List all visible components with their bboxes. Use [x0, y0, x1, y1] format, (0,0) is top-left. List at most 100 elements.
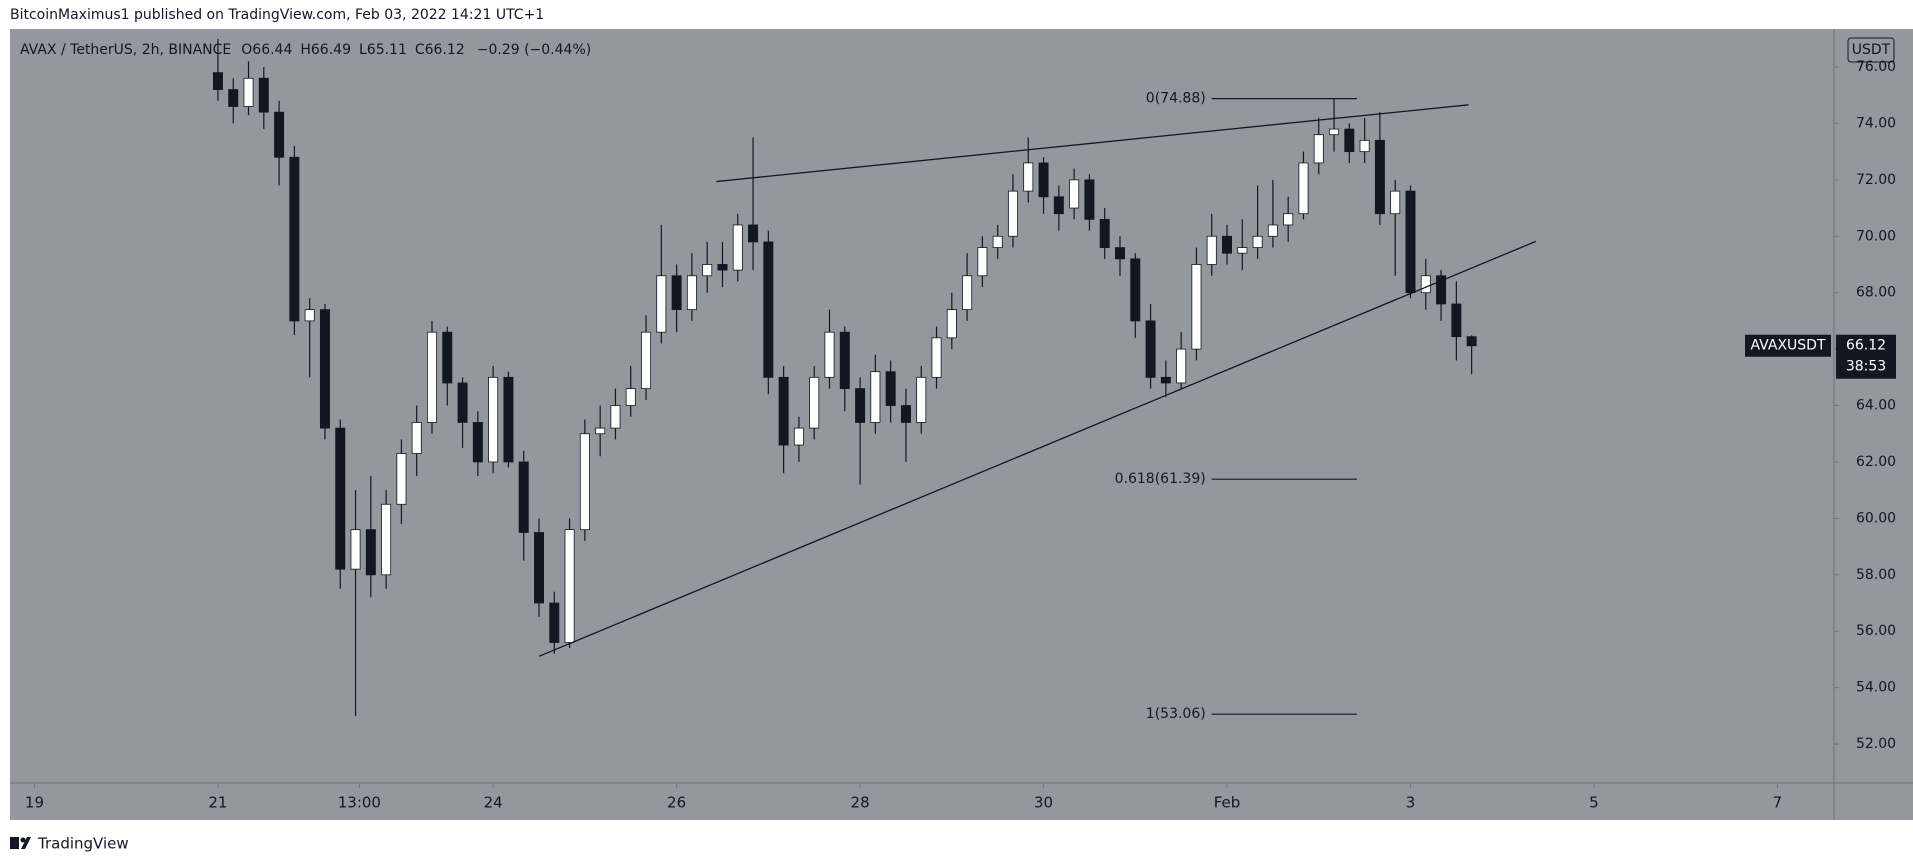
candle-body: [748, 224, 759, 243]
candle-body: [1038, 162, 1049, 198]
candle-body: [656, 275, 667, 333]
candle-body: [885, 371, 896, 406]
candle-body: [732, 224, 743, 271]
x-tick-label: 21: [208, 794, 227, 812]
candle-body: [1436, 275, 1447, 305]
candle-body: [1023, 162, 1034, 192]
candle-body: [1374, 139, 1385, 215]
x-tick-label: 28: [851, 794, 870, 812]
logo-bar: [10, 837, 19, 849]
candle-body: [977, 247, 988, 277]
y-tick-label: 72.00: [1856, 172, 1896, 188]
candle-body: [1267, 224, 1278, 237]
candle-body: [564, 529, 575, 643]
candle-body: [595, 427, 606, 435]
candle-body: [212, 72, 223, 90]
candle-body: [1252, 235, 1263, 248]
candle-body: [1145, 320, 1156, 378]
fib-label: 0.618(61.39): [1115, 471, 1206, 487]
y-tick-label: 58.00: [1856, 567, 1896, 583]
candle-body: [304, 309, 315, 322]
candle-body: [1344, 128, 1355, 153]
candle-body: [442, 331, 453, 384]
ohlc-value: H66.49: [300, 42, 351, 58]
price-tag: [1836, 334, 1896, 379]
candle-body: [243, 77, 254, 107]
candle-body: [809, 376, 820, 429]
candle-body: [641, 331, 652, 390]
x-tick-label: Feb: [1214, 794, 1241, 812]
y-tick-label: 70.00: [1856, 228, 1896, 244]
x-tick-label: 26: [667, 794, 686, 812]
candle-body: [1466, 336, 1477, 347]
candle-body: [228, 89, 239, 107]
candle-body: [381, 503, 392, 576]
candle-body: [717, 264, 728, 271]
candle-body: [671, 275, 682, 311]
countdown: 38:53: [1846, 359, 1886, 375]
candle-body: [702, 264, 713, 277]
chart-panel: [10, 29, 1913, 820]
candle-body: [350, 529, 361, 570]
fib-label: 0(74.88): [1146, 91, 1206, 107]
candle-body: [1160, 376, 1171, 384]
y-tick-label: 52.00: [1856, 736, 1896, 752]
candle-body: [1390, 190, 1401, 215]
candle-body: [319, 309, 330, 429]
candle-body: [1007, 190, 1018, 237]
candle-body: [289, 156, 300, 322]
candle-body: [870, 371, 881, 423]
candle-body: [625, 388, 636, 406]
candle-body: [931, 337, 942, 378]
x-tick-label: 3: [1406, 794, 1416, 812]
candle-body: [962, 275, 973, 311]
candle-body: [274, 111, 285, 158]
ohlc-value: C66.12: [415, 42, 465, 58]
candle-body: [258, 77, 269, 113]
candle-body: [488, 376, 499, 463]
candle-body: [1053, 196, 1064, 215]
candle-body: [1206, 235, 1217, 265]
symbol-tag: [1745, 334, 1831, 357]
x-tick-label: 19: [25, 794, 44, 812]
candle-body: [472, 422, 483, 463]
candle-body: [426, 331, 437, 423]
candle-body: [518, 461, 529, 533]
candle-body: [1176, 348, 1187, 384]
candle-body: [1237, 247, 1248, 254]
candle-body: [1313, 134, 1324, 164]
candle-body: [946, 309, 957, 339]
y-tick-label: 68.00: [1856, 285, 1896, 301]
candle-body: [855, 388, 866, 423]
candle-body: [534, 532, 544, 604]
published-line: BitcoinMaximus1 published on TradingView…: [10, 7, 544, 23]
candle-body: [1099, 218, 1110, 248]
candle-body: [1069, 179, 1080, 209]
y-tick-label: 56.00: [1856, 623, 1896, 639]
brand: TradingView: [37, 835, 129, 853]
logo-dot: [20, 837, 26, 843]
symbol-tag-label: AVAXUSDT: [1751, 338, 1826, 354]
ohlc-value: O66.44: [241, 42, 292, 58]
y-tick-label: 64.00: [1856, 398, 1896, 414]
candle-body: [457, 382, 468, 423]
candle-body: [1451, 303, 1462, 338]
candle-body: [396, 453, 407, 505]
change: −0.29 (−0.44%): [477, 42, 591, 58]
trendline: [538, 240, 1537, 657]
candle-body: [839, 331, 850, 390]
x-tick-label: 30: [1034, 794, 1053, 812]
symbol: AVAX / TetherUS, 2h, BINANCE: [20, 42, 231, 58]
logo-slash: [21, 837, 31, 849]
candle-body: [1283, 213, 1294, 226]
candle-body: [793, 427, 804, 446]
candle-body: [686, 275, 697, 311]
price-tag-label: 66.12: [1846, 338, 1886, 354]
candle-body: [1329, 128, 1340, 136]
candle-body: [1084, 179, 1095, 220]
candle-body: [1115, 247, 1125, 260]
candle-body: [503, 376, 514, 463]
y-tick-label: 62.00: [1856, 454, 1896, 470]
candle-body: [824, 331, 835, 378]
